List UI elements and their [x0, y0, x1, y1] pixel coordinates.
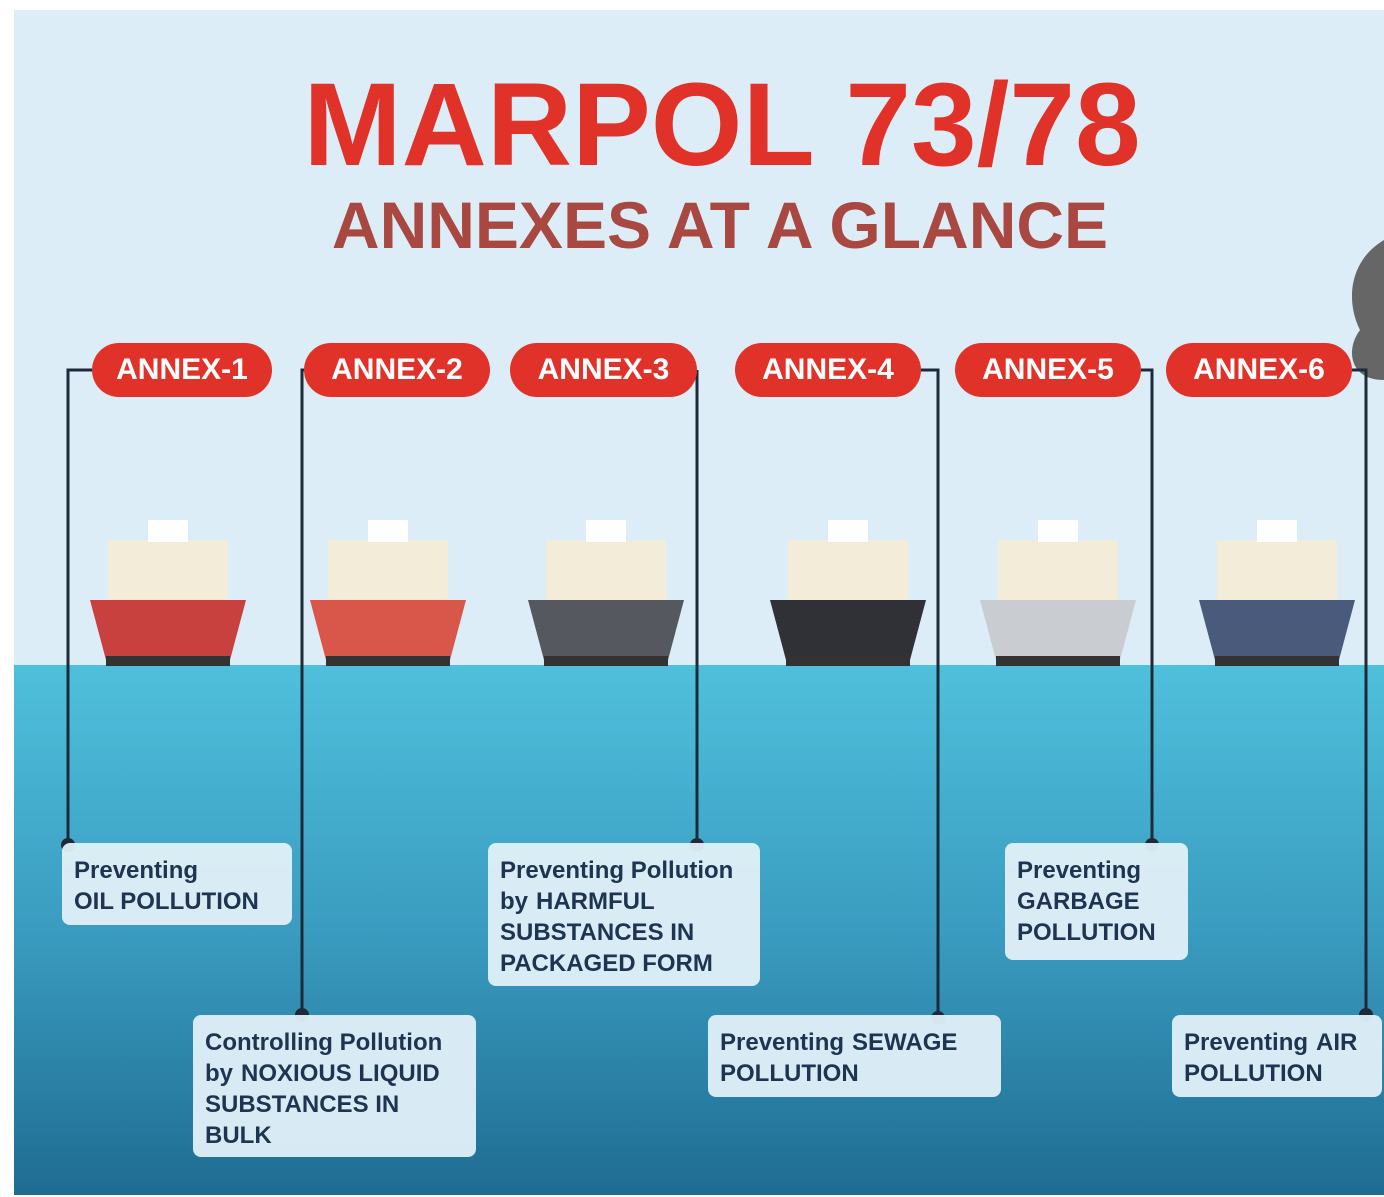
description-line: Preventing Pollution	[500, 855, 748, 886]
ship-hull	[310, 600, 466, 660]
ship-waterline	[786, 656, 910, 666]
annex-label: ANNEX-3	[510, 343, 697, 397]
ship-waterline	[996, 656, 1120, 666]
description-line: Controlling Pollution	[205, 1027, 464, 1058]
description-line: SUBSTANCES IN	[205, 1089, 464, 1120]
annex-description: Preventing OIL POLLUTION	[62, 843, 292, 925]
ship-bridge	[1217, 540, 1337, 600]
annex-description: Preventing AIR POLLUTION	[1172, 1015, 1382, 1097]
annex-description: Preventing GARBAGE POLLUTION	[1005, 843, 1188, 960]
ship-deck	[828, 520, 868, 542]
ship-bridge	[788, 540, 908, 600]
ship-hull	[528, 600, 684, 660]
annex-description: Preventing SEWAGE POLLUTION	[708, 1015, 1001, 1097]
annex-label: ANNEX-5	[955, 343, 1141, 397]
ship-waterline	[1215, 656, 1339, 666]
ship-hull	[90, 600, 246, 660]
text-segment: OIL POLLUTION	[74, 888, 259, 915]
description-line: POLLUTION	[720, 1058, 989, 1089]
text-segment: by	[500, 888, 528, 915]
text-segment: Preventing	[1184, 1029, 1308, 1056]
description-line: by NOXIOUS LIQUID	[205, 1058, 464, 1089]
ship-bridge	[108, 540, 228, 600]
annex-label: ANNEX-4	[735, 343, 921, 397]
text-segment: Preventing	[720, 1029, 844, 1056]
description-line: POLLUTION	[1017, 917, 1176, 948]
ship-waterline	[106, 656, 230, 666]
text-segment: AIR	[1316, 1029, 1357, 1056]
text-segment: HARMFUL	[536, 888, 655, 915]
ship-deck	[1257, 520, 1297, 542]
text-segment: SEWAGE	[852, 1029, 957, 1056]
description-line: OIL POLLUTION	[74, 886, 280, 917]
ship-bridge	[998, 540, 1118, 600]
description-line: by HARMFUL	[500, 886, 748, 917]
ship-waterline	[326, 656, 450, 666]
subtitle: ANNEXES AT A GLANCE	[332, 188, 1108, 262]
text-segment: POLLUTION	[720, 1060, 859, 1087]
description-line: BULK	[205, 1120, 464, 1151]
description-line: Preventing	[74, 855, 280, 886]
title: MARPOL 73/78	[303, 59, 1140, 191]
ship-deck	[148, 520, 188, 542]
text-segment: Preventing	[74, 857, 198, 884]
description-line: GARBAGE	[1017, 886, 1176, 917]
ship-hull	[770, 600, 926, 660]
ship-deck	[1038, 520, 1078, 542]
description-line: Preventing	[1017, 855, 1176, 886]
annex-label: ANNEX-2	[304, 343, 490, 397]
ship-hull	[980, 600, 1136, 660]
ship-deck	[368, 520, 408, 542]
infographic: MARPOL 73/78 ANNEXES AT A GLANCE ANNEX-1…	[0, 0, 1384, 1197]
text-segment: SUBSTANCES IN	[500, 919, 694, 946]
text-segment: PACKAGED FORM	[500, 950, 713, 977]
text-segment: GARBAGE	[1017, 888, 1140, 915]
ship-bridge	[328, 540, 448, 600]
ship-deck	[586, 520, 626, 542]
annex-description: Controlling Pollution by NOXIOUS LIQUID SUB…	[193, 1015, 476, 1157]
text-segment: Preventing Pollution	[500, 857, 733, 884]
text-segment: BULK	[205, 1122, 272, 1149]
annex-label: ANNEX-6	[1166, 343, 1352, 397]
text-segment: Controlling Pollution	[205, 1029, 442, 1056]
ship-bridge	[546, 540, 666, 600]
text-segment: POLLUTION	[1184, 1060, 1323, 1087]
text-segment: Preventing	[1017, 857, 1141, 884]
text-segment: by	[205, 1060, 233, 1087]
description-line: PACKAGED FORM	[500, 948, 748, 979]
ship-hull	[1199, 600, 1355, 660]
ship-waterline	[544, 656, 668, 666]
text-segment: SUBSTANCES IN	[205, 1091, 399, 1118]
text-segment: NOXIOUS LIQUID	[241, 1060, 440, 1087]
text-segment: POLLUTION	[1017, 919, 1156, 946]
description-line: Preventing SEWAGE	[720, 1027, 989, 1058]
annex-label: ANNEX-1	[92, 343, 272, 397]
description-line: SUBSTANCES IN	[500, 917, 748, 948]
description-line: Preventing AIR	[1184, 1027, 1370, 1058]
annex-description: Preventing Pollution by HARMFUL SUBSTANCES …	[488, 843, 760, 986]
description-line: POLLUTION	[1184, 1058, 1370, 1089]
